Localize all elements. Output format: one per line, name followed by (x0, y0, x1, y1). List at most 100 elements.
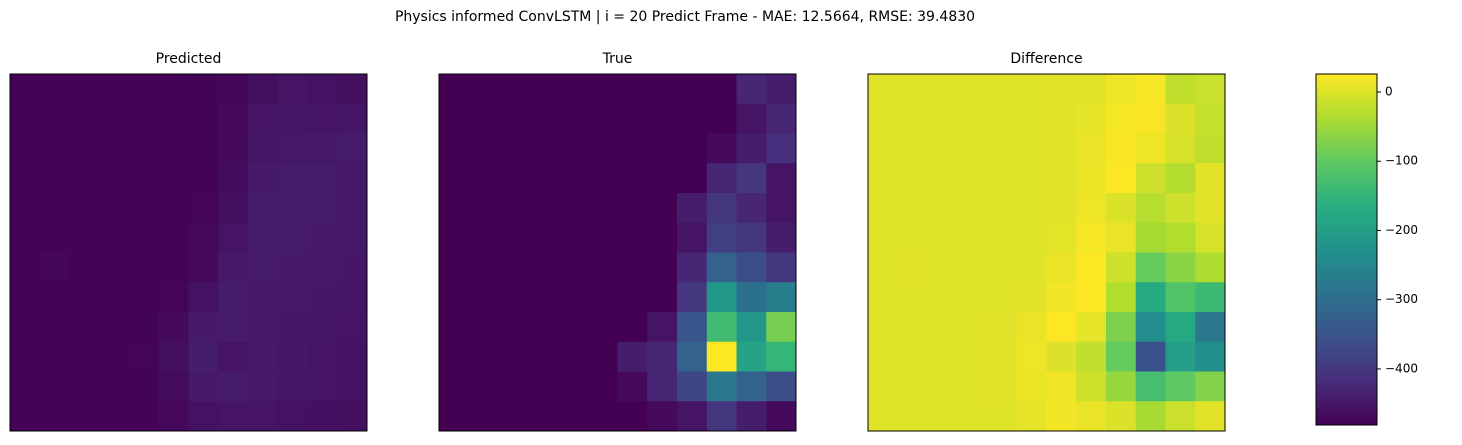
heatmap-cell (587, 401, 618, 432)
heatmap-cell (1046, 371, 1077, 402)
heatmap-cell (277, 312, 308, 343)
heatmap-cell (69, 133, 100, 164)
heatmap-cell (498, 282, 529, 313)
heatmap-cell (277, 163, 308, 194)
heatmap-cell (1016, 193, 1047, 224)
heatmap-cell (1195, 252, 1226, 283)
heatmap-cell (617, 222, 648, 253)
heatmap-cell (307, 401, 338, 432)
heatmap-cell (1076, 341, 1107, 372)
heatmap-cell (468, 252, 499, 283)
heatmap-cell (99, 193, 130, 224)
heatmap-cell (617, 282, 648, 313)
heatmap-cell (957, 103, 988, 134)
heatmap-cell (647, 341, 678, 372)
heatmap-cell (498, 222, 529, 253)
heatmap-cell (1046, 341, 1077, 372)
heatmap-cell (957, 282, 988, 313)
heatmap-cell (1165, 133, 1196, 164)
heatmap-cell (528, 282, 559, 313)
heatmap-cell (987, 312, 1018, 343)
heatmap-cell (277, 103, 308, 134)
heatmap-cell (188, 193, 219, 224)
heatmap-cell (39, 103, 70, 134)
heatmap-cell (927, 312, 958, 343)
heatmap-cell (766, 74, 797, 105)
heatmap-cell (69, 252, 100, 283)
heatmap-cell (188, 371, 219, 402)
heatmap-cell (1106, 371, 1137, 402)
heatmap-cell (129, 401, 160, 432)
heatmap-cell (307, 341, 338, 372)
heatmap-cell (1195, 371, 1226, 402)
heatmap-cell (617, 341, 648, 372)
heatmap-cell (558, 401, 589, 432)
heatmap-cell (987, 193, 1018, 224)
heatmap-cell (558, 371, 589, 402)
heatmap-cell (897, 222, 928, 253)
heatmap-cell (957, 371, 988, 402)
heatmap-cell (468, 74, 499, 105)
heatmap-cell (99, 222, 130, 253)
heatmap-cell (498, 341, 529, 372)
heatmap-cell (1195, 193, 1226, 224)
heatmap-cell (587, 103, 618, 134)
heatmap-cell (307, 163, 338, 194)
heatmap-cell (558, 103, 589, 134)
heatmap-cell (558, 133, 589, 164)
heatmap-cell (1195, 74, 1226, 105)
heatmap-cell (277, 252, 308, 283)
heatmap-cell (277, 401, 308, 432)
heatmap-cell (587, 163, 618, 194)
heatmap-cell (39, 133, 70, 164)
heatmap-cell (307, 222, 338, 253)
heatmap-cell (558, 74, 589, 105)
heatmap-cell (647, 222, 678, 253)
heatmap-cell (1106, 222, 1137, 253)
heatmap-cell (439, 312, 470, 343)
heatmap-cell (1135, 74, 1166, 105)
colorbar-tick-label: −200 (1385, 223, 1418, 237)
heatmap-cell (158, 74, 189, 105)
heatmap-cell (99, 163, 130, 194)
heatmap-cell (1046, 252, 1077, 283)
heatmap-cell (129, 341, 160, 372)
heatmap-cell (617, 74, 648, 105)
heatmap-cell (69, 371, 100, 402)
heatmap-cell (868, 401, 899, 432)
heatmap-cell (868, 341, 899, 372)
heatmap-cell (10, 133, 41, 164)
heatmap-cell (158, 103, 189, 134)
heatmap-cell (10, 222, 41, 253)
heatmap-cell (129, 282, 160, 313)
heatmap-cell (1076, 193, 1107, 224)
heatmap-cell (1195, 163, 1226, 194)
heatmap-cell (677, 74, 708, 105)
heatmap-cell (498, 193, 529, 224)
heatmap-cell (647, 103, 678, 134)
heatmap-cell (1106, 193, 1137, 224)
heatmap-cell (39, 163, 70, 194)
heatmap-cell (468, 133, 499, 164)
heatmap-cell (1076, 282, 1107, 313)
panel-title: Difference (1010, 51, 1082, 67)
heatmap-cell (498, 252, 529, 283)
heatmap-cell (736, 193, 767, 224)
heatmap-cell (307, 252, 338, 283)
heatmap-cell (188, 312, 219, 343)
heatmap-cell (337, 252, 368, 283)
heatmap-cell (706, 401, 737, 432)
heatmap-cell (677, 163, 708, 194)
heatmap-cell (129, 74, 160, 105)
heatmap-cell (736, 163, 767, 194)
heatmap-cell (277, 371, 308, 402)
heatmap-cell (736, 133, 767, 164)
heatmap-cell (1106, 103, 1137, 134)
heatmap-cell (337, 282, 368, 313)
heatmap-cell (498, 133, 529, 164)
heatmap-cell (528, 401, 559, 432)
heatmap-cell (766, 401, 797, 432)
panel-title: True (602, 51, 633, 67)
heatmap-cell (587, 252, 618, 283)
heatmap-cell (1016, 163, 1047, 194)
